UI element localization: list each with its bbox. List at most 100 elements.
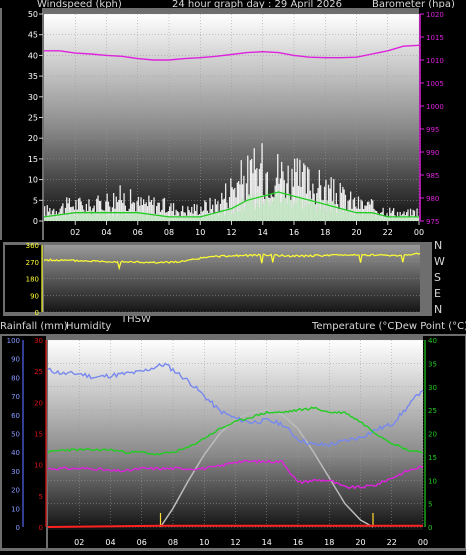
average-bar — [390, 217, 392, 221]
average-bar — [381, 217, 383, 221]
gust-bar — [174, 215, 176, 221]
direction-axes: 0 90 180 270 360 — [26, 242, 43, 317]
average-bar — [310, 198, 313, 221]
average-bar — [97, 216, 99, 221]
average-bar — [68, 215, 70, 221]
average-bar — [378, 217, 380, 221]
gust-bar — [152, 204, 154, 221]
average-bar — [287, 194, 289, 221]
gust-bar — [333, 179, 335, 221]
average-bar — [89, 214, 91, 221]
average-bar — [327, 202, 330, 221]
gust-bar — [342, 186, 344, 221]
x-tick-label: 20 — [355, 538, 365, 547]
average-bar — [294, 200, 296, 221]
average-bar — [248, 194, 250, 221]
temperature-axis-title: Temperature (°C) — [312, 321, 399, 332]
average-bar — [191, 217, 193, 221]
gust-bar — [243, 175, 245, 221]
gust-bar — [193, 204, 195, 221]
gust-bar — [294, 158, 296, 221]
average-bar — [126, 211, 128, 221]
gust-bar — [368, 201, 370, 221]
wind-tick-label: 35 — [28, 72, 38, 81]
average-bar — [214, 212, 216, 221]
average-bar — [262, 203, 265, 221]
average-bar — [346, 213, 348, 221]
x-tick-label: 06 — [133, 228, 143, 237]
wind-tick-label: 10 — [28, 176, 38, 185]
gust-bar — [88, 199, 90, 221]
average-bar — [102, 210, 104, 221]
rainfall-tick-label: 5 — [39, 493, 43, 501]
average-bar — [218, 215, 220, 221]
gust-bar — [253, 148, 255, 221]
average-bar — [101, 211, 103, 221]
gust-bar — [239, 184, 241, 221]
average-bar — [119, 212, 121, 221]
gust-bar — [143, 199, 145, 221]
gust-bar — [171, 211, 173, 221]
average-bar — [139, 211, 141, 221]
average-bar — [357, 210, 360, 221]
gust-bar — [265, 173, 267, 221]
average-bar — [90, 210, 93, 221]
gust-bar — [115, 196, 117, 221]
average-bar — [261, 204, 263, 221]
average-bar — [212, 214, 214, 221]
x-tick-label: 12 — [230, 538, 240, 547]
average-wind-line — [43, 191, 419, 218]
average-bar — [305, 204, 307, 221]
gust-bar — [188, 210, 190, 221]
rainfall-tick-label: 30 — [34, 337, 43, 345]
x-tick-label: 14 — [262, 538, 272, 547]
gust-bar — [234, 187, 236, 221]
average-bar — [223, 215, 225, 221]
graph-title: 24 hour graph day : 29 April 2026 — [172, 0, 342, 10]
gust-bar — [80, 201, 82, 221]
average-bar — [70, 214, 72, 221]
average-bar — [323, 207, 326, 221]
average-bar — [176, 217, 179, 221]
gust-bar — [153, 197, 155, 221]
x-tick-label: 04 — [105, 538, 115, 547]
x-tick-label: 16 — [293, 538, 303, 547]
direction-line — [43, 252, 421, 271]
average-bar — [416, 218, 418, 221]
average-bar — [116, 216, 119, 221]
gust-bar — [204, 200, 206, 221]
humidity-tick-label: 40 — [11, 449, 20, 457]
average-bar — [366, 212, 369, 221]
direction-tick-label: 270 — [26, 259, 39, 267]
gust-bar — [79, 197, 81, 221]
average-bar — [344, 206, 347, 221]
average-bar — [369, 213, 371, 221]
temperature-plot-area — [48, 340, 423, 530]
average-bar — [217, 214, 219, 221]
gust-bar — [393, 208, 395, 221]
direction-axis-strip — [5, 245, 42, 312]
average-bar — [174, 218, 176, 221]
x-tick-label: 02 — [70, 228, 80, 237]
gust-bar — [100, 201, 102, 221]
average-bar — [152, 215, 154, 221]
average-bar — [182, 218, 184, 221]
gust-bar — [325, 180, 327, 221]
average-bar — [257, 192, 259, 221]
average-bar — [80, 212, 82, 221]
gust-bar — [75, 200, 77, 221]
average-bar — [374, 216, 376, 221]
gust-bar — [175, 209, 177, 221]
gust-bar — [258, 168, 261, 221]
average-bar — [359, 215, 361, 221]
average-bar — [407, 215, 409, 221]
average-bar — [308, 204, 310, 221]
average-bar — [204, 216, 206, 221]
barometer-line — [44, 44, 420, 61]
average-bar — [113, 216, 115, 221]
average-bar — [394, 217, 396, 221]
wind-tick-label: 15 — [28, 155, 38, 164]
average-bar — [251, 197, 253, 221]
wind-axis-title: Windspeed (kph) — [37, 0, 122, 10]
average-bar — [391, 218, 393, 221]
